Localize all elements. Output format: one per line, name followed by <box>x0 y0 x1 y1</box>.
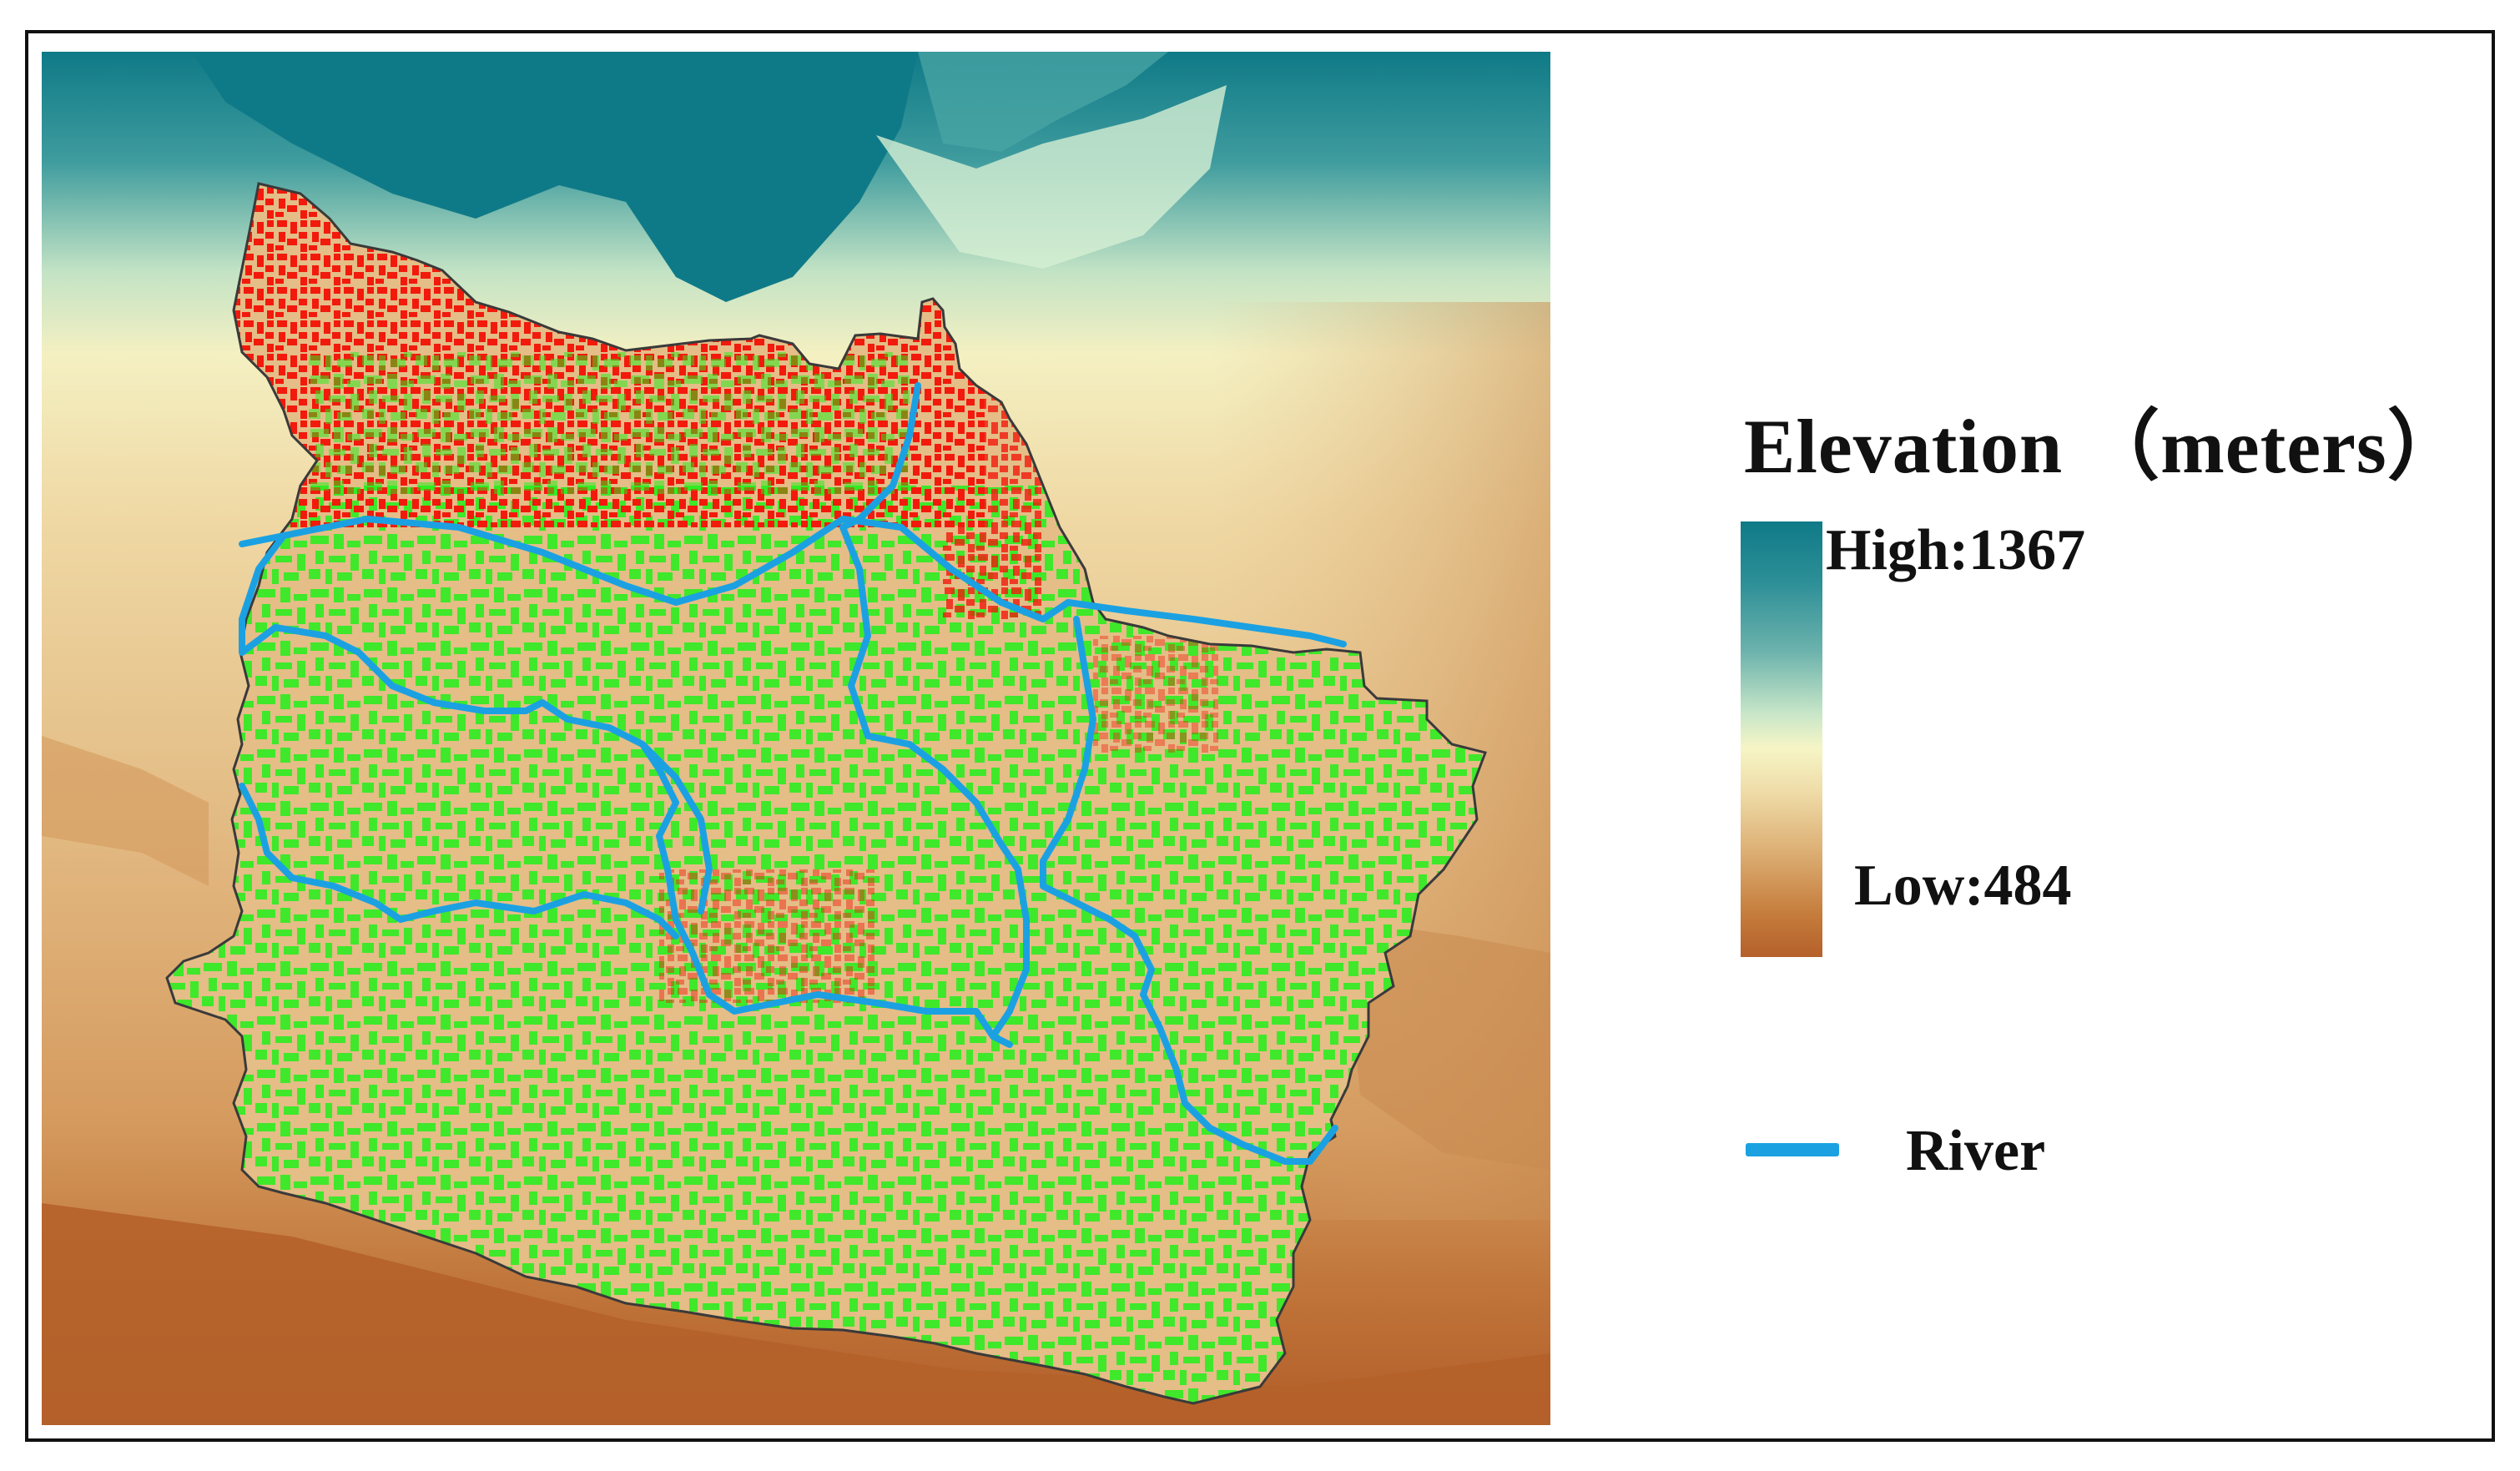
elevation-color-ramp <box>1741 521 1822 957</box>
red-patches-central <box>659 869 876 1003</box>
map-canvas <box>42 52 1550 1425</box>
lowland-west <box>42 736 209 886</box>
green-patches-north <box>309 352 910 494</box>
river-branch-east <box>1040 616 1338 1165</box>
elevation-map <box>42 52 1550 1425</box>
river-branch-southwest <box>239 783 679 940</box>
river-branch-northeast <box>839 382 921 531</box>
legend-low-label: Low:484 <box>1854 854 2072 918</box>
legend-high-label: High:1367 <box>1826 518 2086 582</box>
river-main-north <box>239 516 1347 647</box>
lowland-south <box>42 1203 1550 1425</box>
highland-slope <box>876 85 1227 269</box>
river-branch-inner <box>639 741 713 914</box>
highland-northeast <box>918 52 1168 152</box>
red-patches-east <box>1093 636 1218 753</box>
river-legend-label: River <box>1906 1119 2046 1183</box>
river-network <box>239 382 1347 1165</box>
river-branch-central <box>839 524 1030 1040</box>
highland-north <box>192 52 918 302</box>
lowland-east <box>1343 919 1550 1170</box>
river-legend-swatch <box>1746 1143 1839 1156</box>
legend-title: Elevation （meters） <box>1744 404 2465 489</box>
